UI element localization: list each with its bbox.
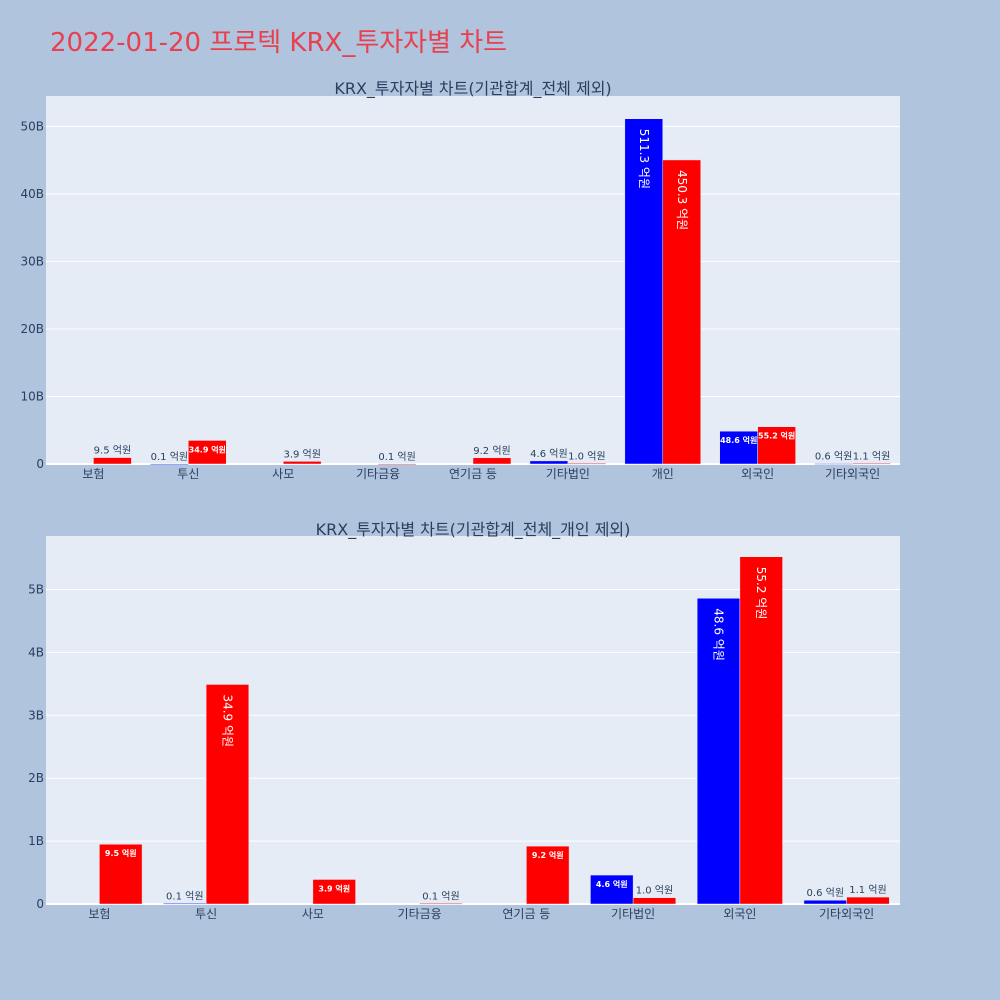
bar-label: 0.6 억원	[807, 887, 844, 899]
bar-label: 4.6 억원	[596, 879, 628, 889]
y-tick-label: 5B	[28, 582, 44, 596]
bar	[312, 879, 356, 905]
x-tick-label: 보험	[88, 907, 110, 921]
bar	[624, 118, 664, 465]
chart-title: KRX_투자자별 차트(기관합계_전체_개인 제외)	[316, 520, 631, 540]
x-tick-label: 기타외국인	[825, 467, 880, 481]
chart-bottom: KRX_투자자별 차트(기관합계_전체_개인 제외) 0 1B 2B 3B 4B 5B 보험 9…	[28, 520, 900, 921]
bar-label: 4.6 억원	[530, 448, 567, 460]
bar	[852, 463, 891, 465]
bar-label: 48.6 억원	[712, 608, 726, 661]
x-tick-label: 연기금 등	[502, 907, 550, 921]
bar-label: 3.9 억원	[318, 883, 350, 893]
y-tick-label: 10B	[20, 389, 44, 403]
bar	[662, 159, 701, 465]
bar	[472, 457, 512, 465]
bar	[696, 598, 741, 905]
x-tick-label: 외국인	[723, 907, 756, 921]
bar-label: 1.1 억원	[853, 450, 890, 462]
bar	[757, 426, 796, 465]
bar-label: 0.1 억원	[378, 451, 415, 463]
y-tick-label: 3B	[28, 708, 44, 722]
bar	[419, 903, 463, 905]
bar	[163, 903, 207, 905]
x-tick-label: 투신	[177, 467, 199, 481]
y-tick-label: 0	[36, 457, 44, 471]
bar-label: 34.9 억원	[220, 694, 234, 747]
chart-top: KRX_투자자별 차트(기관합계_전체 제외) 0 10B 20B 30B 40B 50B 보…	[20, 79, 900, 481]
bar-label: 1.0 억원	[568, 450, 605, 462]
x-tick-label: 보험	[82, 467, 104, 481]
x-tick-label: 기타금융	[356, 467, 400, 481]
bar	[282, 461, 322, 465]
bar-label: 0.1 억원	[166, 890, 203, 902]
x-tick-label: 기타금융	[398, 907, 442, 921]
y-tick-label: 30B	[20, 254, 44, 268]
plot-area	[46, 96, 900, 464]
bar-label: 34.9 억원	[189, 444, 226, 454]
x-tick-label: 기타외국인	[819, 907, 874, 921]
bar-label: 0.1 억원	[151, 451, 188, 463]
bar	[632, 897, 677, 905]
y-tick-label: 1B	[28, 834, 44, 848]
bar-label: 0.1 억원	[422, 890, 459, 902]
bar-label: 55.2 억원	[758, 431, 795, 441]
page-title: 2022-01-20 프로텍 KRX_투자자별 차트	[50, 28, 508, 58]
bar	[739, 556, 783, 905]
bar-label: 9.2 억원	[532, 850, 564, 860]
x-tick-label: 투신	[195, 907, 217, 921]
bar-label: 1.1 억원	[849, 884, 886, 896]
x-tick-label: 개인	[652, 467, 674, 481]
bar	[719, 430, 758, 465]
y-tick-label: 20B	[20, 322, 44, 336]
bar-label: 450.3 억원	[675, 170, 689, 230]
bar-label: 9.5 억원	[105, 848, 137, 858]
bar-label: 3.9 억원	[283, 448, 320, 460]
y-tick-label: 40B	[20, 187, 44, 201]
x-tick-label: 연기금 등	[449, 467, 497, 481]
bar-label: 511.3 억원	[637, 129, 651, 189]
bar	[526, 845, 570, 905]
bar-label: 48.6 억원	[720, 435, 757, 445]
bar	[205, 684, 250, 905]
y-tick-label: 4B	[28, 645, 44, 659]
chart-title: KRX_투자자별 차트(기관합계_전체 제외)	[334, 79, 611, 99]
bar	[93, 457, 132, 465]
bar-label: 9.2 억원	[473, 445, 510, 457]
bar	[590, 874, 634, 905]
bar	[188, 440, 227, 465]
bar-label: 0.6 억원	[815, 451, 852, 463]
y-tick-label: 50B	[20, 119, 44, 133]
bar	[150, 463, 189, 465]
x-tick-label: 기타법인	[611, 907, 655, 921]
bar	[814, 463, 853, 465]
y-tick-label: 2B	[28, 771, 44, 785]
bar	[529, 460, 569, 465]
bar	[803, 899, 847, 905]
y-tick-label: 0	[36, 897, 44, 911]
bar-label: 55.2 억원	[754, 567, 768, 620]
bar	[567, 463, 607, 465]
bar-label: 9.5 억원	[94, 445, 131, 457]
x-tick-label: 외국인	[741, 467, 774, 481]
bar-label: 1.0 억원	[636, 885, 673, 897]
x-tick-label: 사모	[272, 467, 294, 481]
bar	[846, 896, 890, 905]
x-tick-label: 사모	[302, 907, 324, 921]
bar	[377, 463, 417, 465]
bar	[99, 843, 143, 905]
x-tick-label: 기타법인	[546, 467, 590, 481]
